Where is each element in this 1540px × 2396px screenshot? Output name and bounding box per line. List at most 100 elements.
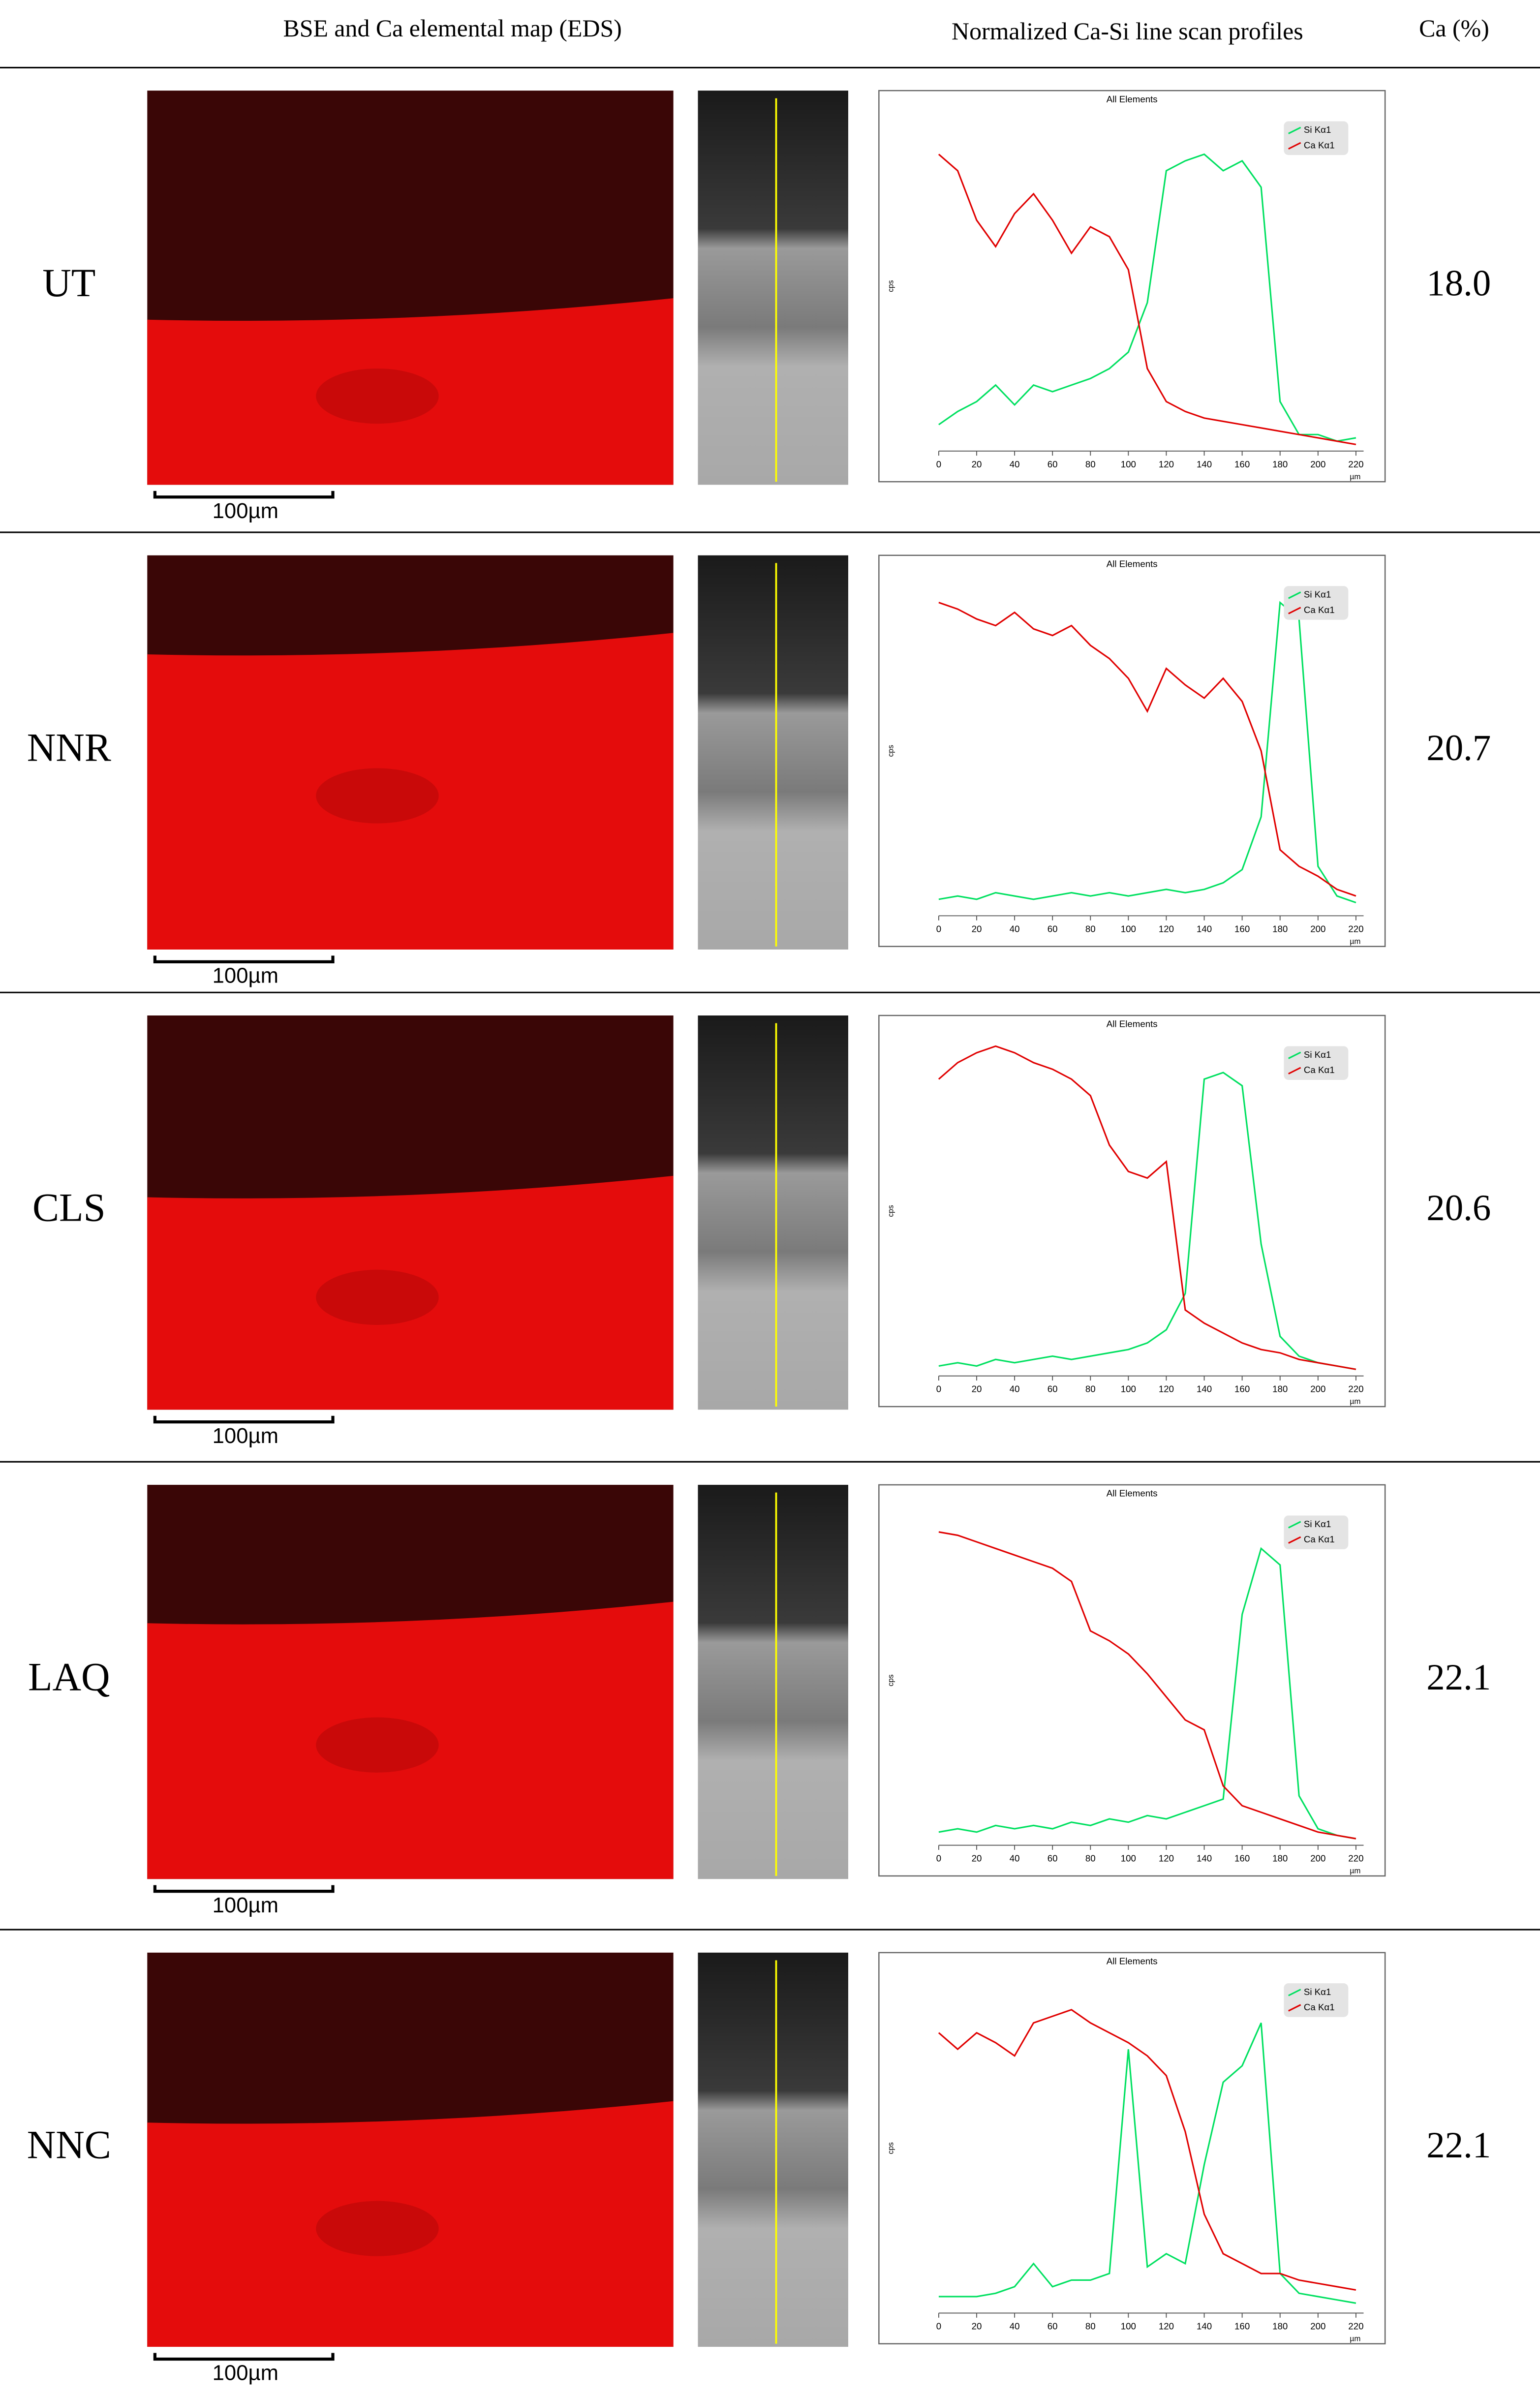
y-axis-label: cps: [887, 280, 895, 292]
scale-bar: [153, 491, 335, 499]
line-series: [938, 153, 1356, 442]
line-series: [938, 1045, 1356, 1370]
x-tick-label: 180: [1272, 459, 1288, 469]
bse-image: [698, 1952, 848, 2347]
x-tick-label: 220: [1348, 923, 1363, 934]
x-tick-label: 120: [1159, 459, 1174, 469]
sample-label: UT: [42, 261, 95, 305]
chart-title: All Elements: [1107, 1488, 1158, 1499]
x-tick-label: 140: [1197, 1384, 1212, 1394]
x-tick-label: 120: [1159, 923, 1174, 934]
legend-swatch: [1288, 1536, 1301, 1544]
x-tick-label: 160: [1234, 923, 1250, 934]
x-tick-label: 40: [1010, 1853, 1020, 1864]
bse-image: [698, 555, 848, 950]
x-tick-label: 60: [1047, 1384, 1058, 1394]
legend-label: Ca Kα1: [1304, 140, 1335, 150]
x-tick-label: 100: [1121, 923, 1136, 934]
line-series: [938, 1547, 1356, 1840]
legend-swatch: [1288, 1051, 1301, 1059]
legend-label: Ca Kα1: [1304, 2002, 1335, 2012]
legend-box: [1284, 1046, 1349, 1080]
legend-swatch: [1288, 142, 1301, 150]
x-tick-label: 0: [936, 1384, 941, 1394]
x-tick-label: 160: [1234, 2321, 1250, 2331]
x-tick-label: 100: [1121, 1384, 1136, 1394]
legend-swatch: [1288, 1521, 1301, 1529]
x-tick-label: 20: [972, 923, 982, 934]
legend-swatch: [1288, 1067, 1301, 1075]
x-tick-label: 200: [1310, 1853, 1325, 1864]
x-tick-label: 100: [1121, 459, 1136, 469]
scale-bar: [153, 1415, 335, 1424]
column-header: BSE and Ca elemental map (EDS): [283, 15, 621, 42]
chart-frame: [878, 1484, 1386, 1877]
line-series: [938, 1072, 1356, 1370]
x-tick-label: 140: [1197, 923, 1212, 934]
legend-label: Ca Kα1: [1304, 1534, 1335, 1544]
legend-label: Si Kα1: [1304, 589, 1331, 600]
column-header: Normalized Ca-Si line scan profiles: [952, 18, 1303, 45]
x-tick-label: 160: [1234, 1853, 1250, 1864]
y-axis-label: cps: [887, 2142, 895, 2154]
x-tick-label: 20: [972, 1384, 982, 1394]
chart-title: All Elements: [1107, 1956, 1158, 1966]
y-axis-label: cps: [887, 1674, 895, 1686]
scale-bar: [153, 1885, 335, 1893]
x-tick-label: 80: [1085, 1853, 1096, 1864]
chart-frame: [878, 1952, 1386, 2345]
legend-box: [1284, 121, 1349, 155]
x-tick-label: 180: [1272, 2321, 1288, 2331]
legend-swatch: [1288, 1989, 1301, 1997]
x-tick-label: 120: [1159, 1384, 1174, 1394]
scale-bar-label: 100µm: [213, 1424, 278, 1448]
eds-map-void: [316, 2201, 439, 2256]
column-header: Ca (%): [1419, 15, 1489, 42]
chart-title: All Elements: [1107, 94, 1158, 104]
x-tick-label: 100: [1121, 1853, 1136, 1864]
eds-map-void: [316, 368, 439, 424]
line-series: [938, 2022, 1356, 2304]
scale-bar-label: 100µm: [213, 2361, 278, 2385]
sample-label: NNC: [27, 2122, 111, 2167]
x-unit: µm: [1350, 1867, 1360, 1875]
legend-box: [1284, 1983, 1349, 2017]
ca-percent: 22.1: [1426, 1657, 1491, 1698]
x-unit: µm: [1350, 473, 1360, 481]
scale-bar-label: 100µm: [213, 964, 278, 988]
x-tick-label: 160: [1234, 459, 1250, 469]
x-tick-label: 160: [1234, 1384, 1250, 1394]
eds-map-void: [316, 1717, 439, 1773]
legend-label: Ca Kα1: [1304, 1065, 1335, 1075]
scale-bar-label: 100µm: [213, 1893, 278, 1917]
x-tick-label: 60: [1047, 2321, 1058, 2331]
x-tick-label: 60: [1047, 1853, 1058, 1864]
legend-label: Si Kα1: [1304, 1049, 1331, 1060]
ca-percent: 20.7: [1426, 728, 1491, 768]
x-tick-label: 40: [1010, 1384, 1020, 1394]
legend-label: Si Kα1: [1304, 124, 1331, 135]
x-tick-label: 180: [1272, 1853, 1288, 1864]
ca-percent: 20.6: [1426, 1188, 1491, 1229]
scale-bar: [153, 2353, 335, 2361]
bse-image: [698, 1484, 848, 1879]
x-tick-label: 120: [1159, 1853, 1174, 1864]
legend-swatch: [1288, 126, 1301, 134]
x-tick-label: 0: [936, 1853, 941, 1864]
line-series: [938, 2009, 1356, 2291]
x-tick-label: 200: [1310, 923, 1325, 934]
chart-frame: [878, 1014, 1386, 1408]
x-tick-label: 80: [1085, 2321, 1096, 2331]
x-tick-label: 100: [1121, 2321, 1136, 2331]
x-tick-label: 200: [1310, 1384, 1325, 1394]
legend-box: [1284, 586, 1349, 620]
sample-label: CLS: [32, 1186, 106, 1230]
x-tick-label: 80: [1085, 459, 1096, 469]
scale-bar-label: 100µm: [213, 499, 278, 523]
x-tick-label: 40: [1010, 2321, 1020, 2331]
y-axis-label: cps: [887, 745, 895, 757]
x-tick-label: 0: [936, 923, 941, 934]
x-unit: µm: [1350, 2335, 1360, 2343]
